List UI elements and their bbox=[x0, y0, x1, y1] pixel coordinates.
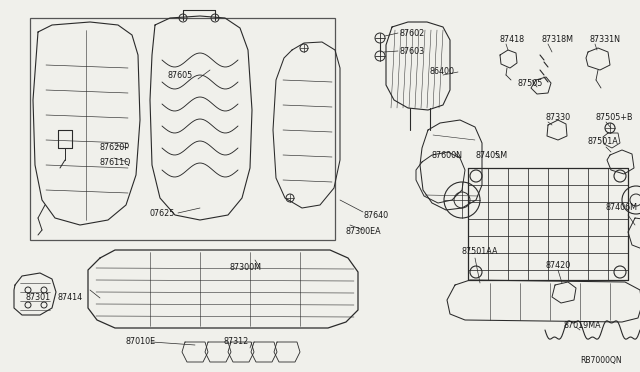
Text: 87418: 87418 bbox=[500, 35, 525, 44]
Text: 87300M: 87300M bbox=[230, 263, 262, 273]
Text: 87505+B: 87505+B bbox=[596, 113, 634, 122]
Text: 87330: 87330 bbox=[546, 113, 571, 122]
Text: 87414: 87414 bbox=[58, 294, 83, 302]
Text: 87318M: 87318M bbox=[542, 35, 574, 44]
Text: RB7000QN: RB7000QN bbox=[580, 356, 621, 365]
Text: 87501A: 87501A bbox=[588, 138, 619, 147]
Text: 87603: 87603 bbox=[400, 46, 425, 55]
Text: 87501AA: 87501AA bbox=[462, 247, 499, 257]
Text: 87405M: 87405M bbox=[475, 151, 507, 160]
Text: 87611Q: 87611Q bbox=[100, 157, 131, 167]
Text: 87331N: 87331N bbox=[589, 35, 620, 44]
Text: 87301: 87301 bbox=[25, 294, 50, 302]
Text: 86400: 86400 bbox=[429, 67, 454, 77]
Text: 87605: 87605 bbox=[168, 71, 193, 80]
Text: 87420: 87420 bbox=[546, 260, 572, 269]
Text: 87505: 87505 bbox=[518, 80, 543, 89]
Text: 07625: 07625 bbox=[150, 208, 175, 218]
Text: 87406M: 87406M bbox=[606, 203, 638, 212]
Text: 87312: 87312 bbox=[224, 337, 249, 346]
Bar bbox=[30, 18, 335, 240]
Text: 87600N: 87600N bbox=[432, 151, 463, 160]
Text: 87620P: 87620P bbox=[100, 144, 130, 153]
Text: 87602: 87602 bbox=[400, 29, 425, 38]
Text: 87010E: 87010E bbox=[126, 337, 156, 346]
Text: 87640: 87640 bbox=[364, 211, 389, 219]
Text: 87300EA: 87300EA bbox=[346, 228, 381, 237]
Text: 87019MA: 87019MA bbox=[564, 321, 602, 330]
